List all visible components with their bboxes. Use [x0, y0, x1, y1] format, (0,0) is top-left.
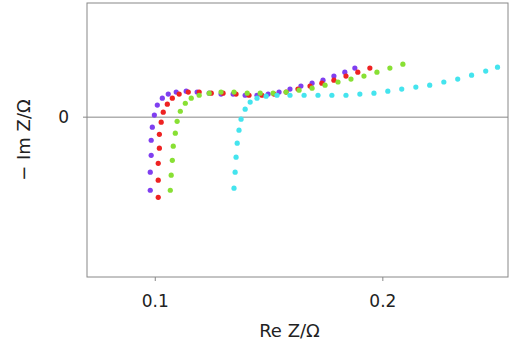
data-point — [274, 93, 279, 98]
data-point — [413, 84, 418, 89]
data-point — [400, 62, 405, 67]
data-point — [367, 65, 372, 70]
data-point — [322, 83, 327, 88]
data-point — [348, 76, 353, 81]
data-point — [207, 91, 212, 96]
chart: 0 0.1 0.2 Re Z/Ω − Im Z/Ω — [0, 0, 530, 352]
data-point — [175, 119, 180, 124]
data-point — [150, 125, 155, 130]
data-point — [207, 91, 212, 96]
data-point — [301, 93, 306, 98]
series — [148, 65, 358, 192]
data-point — [335, 79, 340, 84]
data-point — [171, 144, 176, 149]
data-point — [343, 73, 348, 78]
data-point — [156, 178, 161, 183]
data-point — [148, 170, 153, 175]
data-point — [235, 141, 240, 146]
tick-mark — [83, 117, 87, 118]
data-point — [161, 110, 166, 115]
data-point — [149, 153, 154, 158]
data-point — [315, 93, 320, 98]
data-point — [231, 89, 236, 94]
data-point — [357, 92, 362, 97]
data-point — [441, 79, 446, 84]
data-point — [166, 92, 171, 97]
plot-area — [148, 62, 500, 200]
data-point — [236, 128, 241, 133]
grid-line — [87, 117, 508, 118]
data-point — [296, 88, 301, 93]
data-point — [371, 91, 376, 96]
data-point — [157, 132, 162, 137]
tick-label: 0.1 — [142, 291, 169, 311]
data-point — [156, 161, 161, 166]
plot-frame — [87, 3, 508, 277]
data-point — [157, 146, 162, 151]
data-point — [152, 113, 157, 118]
data-point — [170, 158, 175, 163]
series — [156, 65, 373, 199]
data-point — [287, 93, 292, 98]
data-point — [177, 92, 182, 97]
data-point — [233, 155, 238, 160]
data-point — [483, 68, 488, 73]
data-point — [183, 101, 188, 106]
data-point — [186, 89, 191, 94]
data-point — [156, 195, 161, 200]
data-point — [218, 89, 223, 94]
tick-label: 0.2 — [369, 291, 396, 311]
data-point — [343, 93, 348, 98]
data-point — [361, 73, 366, 78]
data-point — [155, 102, 160, 107]
data-point — [231, 186, 236, 191]
data-point — [309, 86, 314, 91]
tick-label: 0 — [58, 107, 69, 127]
data-point — [165, 102, 170, 107]
x-axis-label: Re Z/Ω — [259, 320, 320, 341]
series — [168, 62, 406, 193]
data-point — [233, 170, 238, 175]
data-point — [159, 120, 164, 125]
data-point — [170, 96, 175, 101]
data-point — [329, 93, 334, 98]
data-point — [374, 70, 379, 75]
data-point — [238, 117, 243, 122]
tick-mark — [155, 277, 156, 281]
data-point — [148, 188, 153, 193]
data-point — [263, 94, 268, 99]
data-point — [160, 96, 165, 101]
data-point — [399, 86, 404, 91]
y-axis-label: − Im Z/Ω — [13, 99, 34, 181]
tick-mark — [382, 277, 383, 281]
data-point — [197, 93, 202, 98]
data-point — [254, 96, 259, 101]
data-point — [385, 89, 390, 94]
data-point — [149, 138, 154, 143]
data-point — [168, 188, 173, 193]
data-point — [495, 65, 500, 70]
data-point — [189, 96, 194, 101]
data-point — [455, 76, 460, 81]
data-point — [245, 91, 250, 96]
data-point — [258, 91, 263, 96]
data-point — [469, 73, 474, 78]
series — [231, 65, 500, 191]
data-point — [243, 107, 248, 112]
data-point — [355, 70, 360, 75]
data-point — [173, 131, 178, 136]
data-point — [169, 173, 174, 178]
data-point — [427, 83, 432, 88]
data-point — [387, 65, 392, 70]
data-point — [248, 99, 253, 104]
data-point — [178, 109, 183, 114]
